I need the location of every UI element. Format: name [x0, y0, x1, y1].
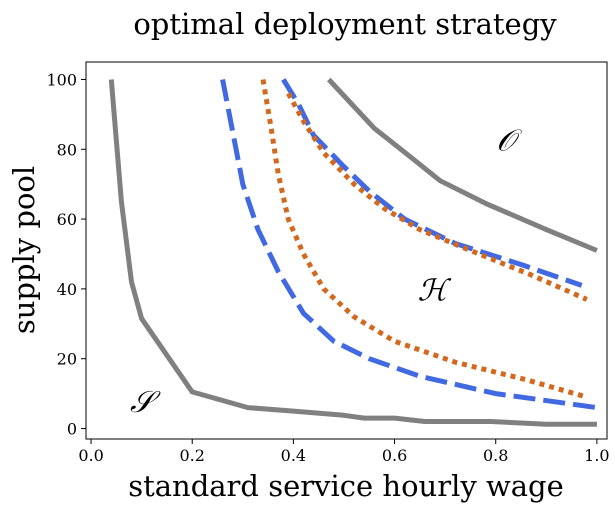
x-axis-label: standard service hourly wage [128, 469, 564, 503]
x-tick-label: 0.0 [78, 446, 103, 465]
y-tick-label: 100 [46, 70, 77, 89]
region-label-1: 𝒪 [496, 123, 522, 158]
x-tick-label: 0.2 [179, 446, 204, 465]
x-tick-label: 1.0 [584, 446, 609, 465]
y-tick-label: 40 [57, 280, 77, 299]
y-tick-label: 20 [57, 350, 77, 369]
x-tick-label: 0.6 [382, 446, 407, 465]
series-line-1 [108, 79, 597, 427]
plot-frame [85, 61, 608, 440]
series-line-2 [326, 77, 598, 253]
plot-lines [108, 77, 598, 427]
series-line-4 [281, 78, 583, 288]
x-axis: 0.0 0.2 0.4 0.6 0.8 1.0 [78, 439, 610, 465]
x-tick-label: 0.8 [483, 446, 508, 465]
region-labels: 𝒪 ℋ 𝒮 [130, 123, 522, 420]
y-tick-label: 0 [67, 420, 77, 439]
y-tick-label: 80 [57, 140, 77, 159]
series-line-5 [260, 79, 588, 400]
region-label-2: ℋ [418, 273, 452, 308]
x-tick-label: 0.4 [281, 446, 306, 465]
series-line-6 [286, 92, 588, 302]
region-label-3: 𝒮 [130, 385, 161, 420]
y-tick-label: 60 [57, 210, 77, 229]
y-axis: 0 20 40 60 80 100 [46, 70, 86, 439]
y-axis-label: supply pool [7, 166, 41, 334]
chart-title: optimal deployment strategy [133, 7, 557, 41]
series-line-3 [220, 79, 598, 411]
